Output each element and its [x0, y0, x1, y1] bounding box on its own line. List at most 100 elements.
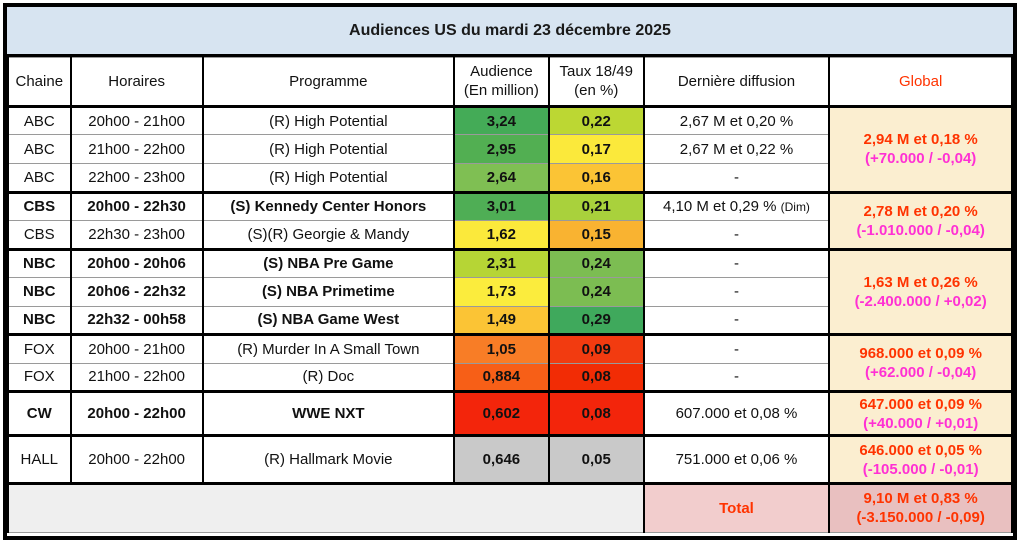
total-global-value: 9,10 M et 0,83 %: [863, 490, 978, 508]
programme-cell: (R) Doc: [201, 362, 455, 393]
audience-header-line1: Audience: [470, 63, 533, 81]
programme-cell: (S)(R) Georgie & Mandy: [201, 220, 455, 250]
global-value: 2,94 M et 0,18 %: [863, 131, 978, 149]
total-global-cell: 9,10 M et 0,83 % (-3.150.000 / -0,09): [828, 481, 1013, 534]
global-cell: 2,94 M et 0,18 % (+70.000 / -0,04): [828, 104, 1013, 193]
total-label: Total: [642, 481, 831, 534]
derniere-dim-suffix: (Dim): [780, 200, 810, 215]
global-delta: (-105.000 / -0,01): [862, 460, 979, 478]
derniere-cell: -: [642, 277, 831, 307]
derniere-cell: -: [642, 247, 831, 279]
column-header-global: Global: [828, 57, 1013, 108]
column-header-horaires: Horaires: [69, 57, 204, 108]
global-value: 2,78 M et 0,20 %: [863, 202, 978, 220]
horaires-cell: 20h00 - 21h00: [69, 333, 204, 364]
channel-cell: FOX: [7, 362, 72, 393]
audience-header-line2: (En million): [463, 82, 539, 100]
audience-cell: 1,49: [452, 305, 550, 336]
programme-cell: (R) Hallmark Movie: [201, 434, 455, 484]
derniere-cell: -: [642, 305, 831, 336]
global-cell: 646.000 et 0,05 % (-105.000 / -0,01): [828, 434, 1013, 484]
channel-cell: NBC: [7, 277, 72, 307]
taux-cell: 0,15: [547, 220, 645, 250]
audiences-table: Chaine Horaires Programme Audience (En m…: [7, 57, 1013, 534]
audience-cell: 3,24: [452, 104, 550, 136]
horaires-cell: 20h00 - 22h30: [69, 190, 204, 222]
global-cell: 647.000 et 0,09 % (+40.000 / +0,01): [828, 390, 1013, 437]
taux-cell: 0,22: [547, 104, 645, 136]
table-row: NBC 20h00 - 20h06 (S) NBA Pre Game 2,31 …: [7, 247, 1013, 336]
derniere-cell: -: [642, 220, 831, 250]
horaires-cell: 21h00 - 22h00: [69, 362, 204, 393]
column-header-programme: Programme: [201, 57, 455, 108]
derniere-cell: 607.000 et 0,08 %: [642, 390, 831, 437]
column-header-chaine: Chaine: [7, 57, 72, 108]
table-row: CW 20h00 - 22h00 WWE NXT 0,602 0,08 607.…: [7, 390, 1013, 437]
audience-cell: 1,05: [452, 333, 550, 364]
channel-cell: CW: [7, 390, 72, 437]
column-header-audience: Audience (En million): [452, 57, 550, 108]
table-row: FOX 20h00 - 21h00 (R) Murder In A Small …: [7, 333, 1013, 393]
audience-cell: 1,62: [452, 220, 550, 250]
channel-cell: NBC: [7, 305, 72, 336]
header-row: Chaine Horaires Programme Audience (En m…: [7, 57, 1013, 108]
taux-cell: 0,08: [547, 362, 645, 393]
horaires-cell: 20h06 - 22h32: [69, 277, 204, 307]
global-delta: (+62.000 / -0,04): [864, 364, 977, 382]
taux-cell: 0,21: [547, 190, 645, 222]
derniere-cell: -: [642, 333, 831, 364]
audience-cell: 2,64: [452, 162, 550, 193]
horaires-cell: 21h00 - 22h00: [69, 134, 204, 164]
derniere-cell: -: [642, 362, 831, 393]
channel-cell: CBS: [7, 190, 72, 222]
programme-cell: (R) Murder In A Small Town: [201, 333, 455, 364]
total-global-delta: (-3.150.000 / -0,09): [856, 509, 985, 527]
programme-cell: (R) High Potential: [201, 134, 455, 164]
table-row: ABC 21h00 - 22h00 (R) High Potential 2,9…: [7, 134, 1012, 164]
audience-cell: 2,95: [452, 134, 550, 164]
taux-cell: 0,29: [547, 305, 645, 336]
table-row: FOX 21h00 - 22h00 (R) Doc 0,884 0,08 -: [7, 362, 1012, 393]
horaires-cell: 22h30 - 23h00: [69, 220, 204, 250]
derniere-cell: 2,67 M et 0,20 %: [642, 104, 831, 136]
global-delta: (-1.010.000 / -0,04): [856, 221, 985, 239]
global-value: 1,63 M et 0,26 %: [863, 273, 978, 291]
horaires-cell: 20h00 - 20h06: [69, 247, 204, 279]
global-cell: 968.000 et 0,09 % (+62.000 / -0,04): [828, 333, 1013, 393]
audience-cell: 0,646: [452, 434, 550, 484]
derniere-cell: 2,67 M et 0,22 %: [642, 134, 831, 164]
audience-cell: 1,73: [452, 277, 550, 307]
horaires-cell: 22h32 - 00h58: [69, 305, 204, 336]
taux-cell: 0,24: [547, 247, 645, 279]
taux-cell: 0,16: [547, 162, 645, 193]
programme-cell: (S) Kennedy Center Honors: [201, 190, 455, 222]
empty-footer-cell: [7, 481, 645, 534]
derniere-cell: 751.000 et 0,06 %: [642, 434, 831, 484]
programme-cell: (R) High Potential: [201, 162, 455, 193]
table-row: NBC 20h06 - 22h32 (S) NBA Primetime 1,73…: [7, 277, 1012, 307]
programme-cell: WWE NXT: [201, 390, 455, 437]
channel-cell: NBC: [7, 247, 72, 279]
global-value: 968.000 et 0,09 %: [859, 345, 982, 363]
column-header-taux: Taux 18/49 (en %): [547, 57, 645, 108]
global-delta: (+70.000 / -0,04): [864, 150, 977, 168]
global-delta: (-2.400.000 / +0,02): [854, 292, 987, 310]
global-delta: (+40.000 / +0,01): [863, 414, 979, 432]
derniere-cell: -: [642, 162, 831, 193]
audience-cell: 0,884: [452, 362, 550, 393]
audience-cell: 2,31: [452, 247, 550, 279]
audience-cell: 0,602: [452, 390, 550, 437]
table-row: ABC 22h00 - 23h00 (R) High Potential 2,6…: [7, 162, 1012, 193]
global-value: 647.000 et 0,09 %: [859, 395, 982, 413]
programme-cell: (R) High Potential: [201, 104, 455, 136]
table-row: HALL 20h00 - 22h00 (R) Hallmark Movie 0,…: [7, 434, 1013, 484]
audience-cell: 3,01: [452, 190, 550, 222]
total-row: Total 9,10 M et 0,83 % (-3.150.000 / -0,…: [7, 481, 1013, 534]
programme-cell: (S) NBA Pre Game: [201, 247, 455, 279]
programme-cell: (S) NBA Primetime: [201, 277, 455, 307]
programme-cell: (S) NBA Game West: [201, 305, 455, 336]
page-title: Audiences US du mardi 23 décembre 2025: [7, 7, 1013, 57]
taux-cell: 0,09: [547, 333, 645, 364]
channel-cell: ABC: [7, 162, 72, 193]
derniere-value: 4,10 M et 0,29 %: [663, 198, 777, 216]
